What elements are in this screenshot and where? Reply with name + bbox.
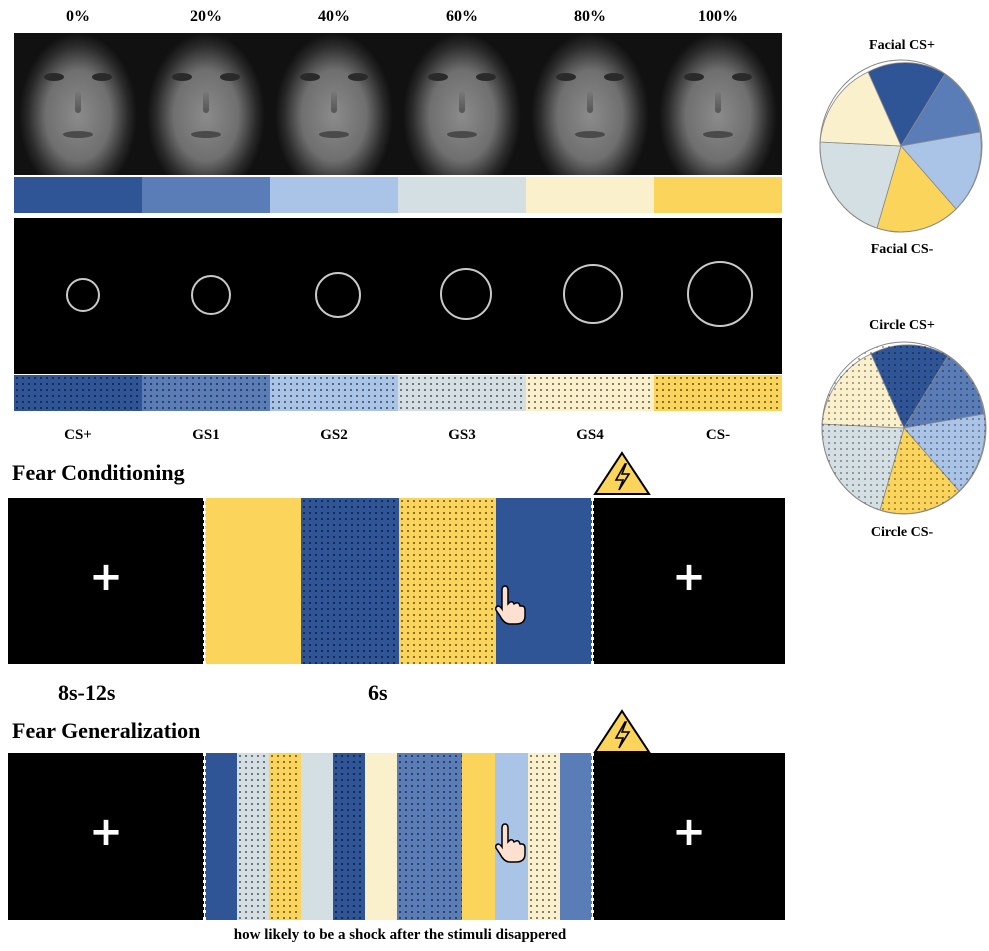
offset-divider	[591, 753, 594, 920]
facial-pie-chart	[819, 59, 983, 233]
gen-stripe-gs2	[495, 753, 528, 920]
conditioning-cs-plus-solid	[496, 498, 592, 664]
circle-stimulus-gs4	[563, 264, 623, 324]
facial-cs-plus-label: Facial CS+	[869, 38, 935, 53]
offset-divider	[591, 498, 594, 664]
fixation-cross: +	[89, 554, 123, 600]
circle-cs-plus-label: Circle CS+	[869, 318, 935, 333]
label-cs-plus: CS+	[64, 427, 92, 443]
label-gs4: GS4	[576, 427, 604, 443]
percent-label-100: 100%	[698, 8, 738, 25]
conditioning-cs-minus-dotted	[399, 498, 496, 664]
percent-label-60: 60%	[446, 8, 478, 25]
percent-label-0: 0%	[66, 8, 90, 25]
circle-color-swatch-gs4	[526, 375, 654, 411]
circle-color-swatch-cs-minus	[654, 375, 782, 411]
onset-divider	[203, 498, 206, 664]
face-color-swatch-gs4	[526, 177, 654, 213]
label-gs1: GS1	[192, 427, 220, 443]
face-color-swatch-cs-plus	[14, 177, 142, 213]
gen-stripe-gs1-dotted	[429, 753, 462, 920]
percent-label-80: 80%	[574, 8, 606, 25]
face-color-swatch-gs3	[398, 177, 526, 213]
face-image-0	[14, 33, 142, 175]
gen-stripe-gs4	[365, 753, 397, 920]
percent-label-40: 40%	[318, 8, 350, 25]
circle-pie-chart	[821, 341, 987, 515]
face-image-100	[654, 33, 782, 175]
circle-stimulus-cs-minus	[687, 261, 753, 327]
circle-stimulus-gs3	[440, 268, 492, 320]
fixation-cross: +	[89, 809, 123, 855]
circle-color-swatch-cs-plus	[14, 375, 142, 411]
circle-cs-minus-label: Circle CS-	[870, 525, 934, 540]
face-color-swatch-cs-minus	[654, 177, 782, 213]
gen-stripe-gs3-dotted	[237, 753, 269, 920]
circle-color-swatch-gs3	[398, 375, 526, 411]
gen-stripe-gs1	[560, 753, 592, 920]
percent-label-20: 20%	[190, 8, 222, 25]
label-cs-minus: CS-	[705, 427, 731, 443]
gen-stripe-gs1-dotted	[397, 753, 429, 920]
face-image-40	[270, 33, 398, 175]
gen-stripe-cs-plus	[205, 753, 237, 920]
lightning-warning-icon	[593, 709, 651, 753]
circle-stimulus-cs-plus	[66, 278, 100, 312]
facial-cs-minus-label: Facial CS-	[870, 242, 934, 257]
generalization-fixation-left: +	[8, 753, 204, 920]
conditioning-cs-plus-dotted	[301, 498, 399, 664]
gen-stripe-cs-minus-dotted	[269, 753, 301, 920]
face-image-20	[142, 33, 270, 175]
conditioning-fixation-left: +	[8, 498, 204, 664]
gen-stripe-cs-minus	[462, 753, 495, 920]
fear-generalization-title: Fear Generalization	[12, 718, 201, 743]
gen-stripe-gs4-dotted	[528, 753, 560, 920]
circle-stimulus-gs1	[191, 275, 231, 315]
label-gs2: GS2	[320, 427, 348, 443]
fixation-cross: +	[672, 809, 706, 855]
gen-stripe-cs-plus-dotted	[333, 753, 365, 920]
rating-question: how likely to be a shock after the stimu…	[233, 927, 567, 943]
onset-divider	[203, 753, 206, 920]
hand-pointer-icon	[495, 823, 526, 863]
fear-conditioning-title: Fear Conditioning	[12, 460, 185, 485]
circle-color-swatch-gs2	[270, 375, 398, 411]
circle-stimulus-gs2	[315, 272, 361, 318]
label-gs3: GS3	[448, 427, 476, 443]
face-color-swatch-gs1	[142, 177, 270, 213]
lightning-warning-icon	[593, 451, 651, 495]
generalization-fixation-right: +	[593, 753, 785, 920]
face-color-swatch-gs2	[270, 177, 398, 213]
gen-stripe-gs3	[301, 753, 333, 920]
fixation-cross: +	[672, 554, 706, 600]
circle-color-swatch-gs1	[142, 375, 270, 411]
circle-stimuli-panel	[14, 218, 782, 374]
face-image-80	[526, 33, 654, 175]
conditioning-fixation-right: +	[593, 498, 785, 664]
fixation-duration: 8s-12s	[58, 680, 116, 705]
face-image-60	[398, 33, 526, 175]
conditioning-cs-minus-solid	[205, 498, 301, 664]
stimulus-duration: 6s	[368, 680, 388, 705]
hand-pointer-icon	[495, 585, 526, 625]
